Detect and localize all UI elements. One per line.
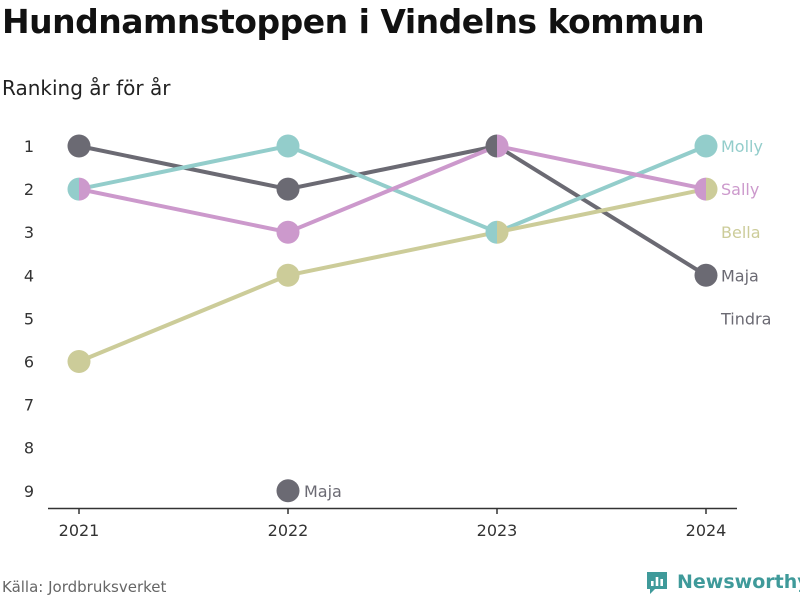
y-tick-label: 5 (24, 309, 34, 328)
series-labels: Molly Sally Bella Maja Tindra Maja (276, 137, 771, 503)
data-point-sally (694, 177, 706, 201)
data-point-maja (67, 134, 91, 158)
end-label-tindra: Tindra (720, 309, 771, 328)
data-point-sally (276, 220, 300, 244)
series-line-maja (78, 144, 708, 278)
data-point-maja (276, 177, 300, 201)
series-line-bella (78, 187, 707, 364)
x-tick-label: 2023 (477, 521, 518, 540)
brand-logo: Newsworthy (645, 570, 800, 594)
annotation-point-maja (276, 479, 300, 503)
y-tick-label: 8 (24, 439, 34, 458)
series-lines (78, 144, 708, 364)
chart-title: Hundnamnstoppen i Vindelns kommun (2, 2, 705, 41)
end-label-maja: Maja (721, 266, 759, 285)
chart-subtitle: Ranking år för år (2, 76, 171, 100)
y-tick-label: 7 (24, 396, 34, 415)
series-line-sally (78, 144, 707, 235)
annotation-label-maja: Maja (304, 482, 342, 501)
x-tick-label: 2022 (268, 521, 309, 540)
source-note: Källa: Jordbruksverket (2, 578, 167, 596)
y-tick-label: 1 (24, 137, 34, 156)
data-point-bella (67, 350, 91, 373)
data-point-molly (276, 134, 300, 158)
y-tick-label: 9 (24, 482, 34, 501)
data-point-maja (694, 263, 718, 287)
data-point-molly (485, 220, 498, 244)
y-tick-label: 4 (24, 266, 34, 285)
y-tick-label: 3 (24, 223, 34, 242)
x-axis: 2021 2022 2023 2024 (48, 507, 737, 540)
end-label-bella: Bella (721, 223, 761, 242)
data-point-bella (497, 220, 509, 244)
data-point-maja (485, 134, 497, 158)
brand-name: Newsworthy (677, 571, 800, 593)
series-points (67, 134, 718, 373)
data-point-molly (694, 134, 718, 158)
x-tick-label: 2024 (686, 521, 727, 540)
data-point-sally (497, 134, 509, 158)
end-label-molly: Molly (721, 137, 763, 156)
data-point-molly (67, 177, 79, 201)
data-point-bella (706, 177, 718, 201)
x-tick-label: 2021 (59, 521, 100, 540)
y-tick-label: 6 (24, 353, 34, 372)
end-label-sally: Sally (721, 180, 759, 199)
bar-chart-speech-bubble-icon (647, 572, 667, 594)
y-tick-label: 2 (24, 180, 34, 199)
data-point-bella (276, 263, 300, 287)
data-point-sally (79, 177, 91, 201)
y-axis: 1 2 3 4 5 6 7 8 9 (24, 137, 34, 501)
